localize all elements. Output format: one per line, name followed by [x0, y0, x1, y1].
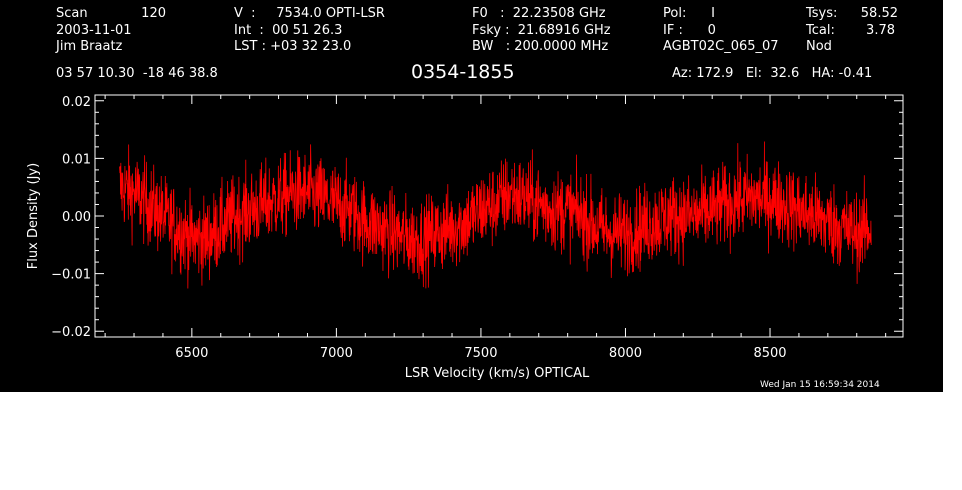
y-tick-label: −0.01 [51, 268, 91, 283]
rest-frequency: F0 : 22.23508 GHz [472, 6, 606, 21]
x-tick-label: 8000 [609, 346, 642, 361]
x-tick-label: 7500 [464, 346, 497, 361]
polarization: Pol: I [663, 6, 715, 21]
source-coordinates: 03 57 10.30 -18 46 38.8 [56, 66, 218, 81]
scan-date: 2003-11-01 [56, 23, 132, 38]
project-id: AGBT02C_065_07 [663, 39, 779, 54]
x-tick-label: 8500 [753, 346, 786, 361]
x-axis-label: LSR Velocity (km/s) OPTICAL [405, 366, 590, 381]
tcal-label: Tcal: [806, 23, 835, 38]
sky-frequency: Fsky : 21.68916 GHz [472, 23, 611, 38]
observer-name: Jim Braatz [56, 39, 123, 54]
bandwidth: BW : 200.0000 MHz [472, 39, 609, 54]
timestamp: Wed Jan 15 16:59:34 2014 [760, 380, 880, 390]
lst-info: LST : +03 32 23.0 [234, 39, 352, 54]
x-tick-label: 6500 [175, 346, 208, 361]
integration-time: Int : 00 51 26.3 [234, 23, 343, 38]
y-tick-label: 0.02 [62, 95, 91, 110]
tcal-value: 3.78 [866, 23, 895, 38]
pointing-info: Az: 172.9 El: 32.6 HA: -0.41 [672, 66, 873, 81]
y-tick-label: 0.00 [62, 210, 91, 225]
spectrum-line [119, 141, 872, 289]
y-tick-label: 0.01 [62, 152, 91, 167]
plot-panel: 6500 7000 7500 8000 8500 −0.02 −0.01 0.00 0.01 0.… [0, 0, 943, 392]
velocity-info: V : 7534.0 OPTI-LSR [234, 6, 385, 21]
chart-title: 0354-1855 [411, 61, 515, 83]
spectrum-chart: 6500 7000 7500 8000 8500 −0.02 −0.01 0.00 0.01 0.… [26, 94, 904, 381]
scan-label: Scan [56, 6, 88, 21]
observing-mode: Nod [806, 39, 832, 54]
x-tick-label: 7000 [320, 346, 353, 361]
tsys-label: Tsys: [806, 6, 838, 21]
if-number: IF : 0 [663, 23, 716, 38]
scan-number: 120 [141, 6, 166, 21]
y-tick-label: −0.02 [51, 325, 91, 340]
y-axis-label: Flux Density (Jy) [26, 163, 41, 269]
tsys-value: 58.52 [860, 6, 898, 21]
